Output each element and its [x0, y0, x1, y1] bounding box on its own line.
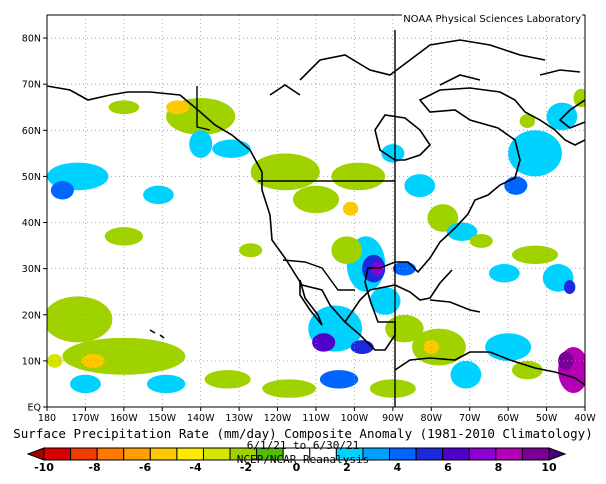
border-alaska-canada — [196, 86, 211, 131]
colorbar-label: -10 — [34, 461, 54, 474]
anomaly-region — [404, 174, 436, 198]
lon-tick-label: 120W — [264, 413, 292, 424]
anomaly-region — [381, 144, 405, 163]
anomaly-region — [331, 236, 363, 265]
anomaly-region — [146, 374, 186, 394]
anomaly-region — [392, 261, 416, 276]
anomaly-region — [262, 379, 316, 398]
lat-tick-label: 80N — [22, 34, 41, 45]
coastline-cuba — [429, 299, 481, 313]
anomaly-region — [488, 264, 520, 283]
lat-tick-label: 40N — [22, 218, 41, 229]
lat-tick-label: 10N — [22, 356, 41, 367]
anomaly-region — [239, 243, 263, 258]
anomaly-region — [427, 204, 459, 232]
border-us-mexico — [282, 259, 355, 291]
anomaly-region — [511, 360, 543, 380]
coastline-hawaii — [149, 329, 165, 339]
dataset-name: NCEP/NCAR Reanalysis — [236, 453, 370, 466]
lon-tick-label: 160W — [110, 413, 138, 424]
coastline-north-america — [47, 85, 585, 351]
colorbar-label: 2 — [343, 461, 351, 474]
anomaly-region — [412, 328, 466, 366]
anomaly-region — [558, 351, 574, 371]
lat-tick-label: 20N — [22, 310, 41, 321]
lat-tick-label: 60N — [22, 126, 41, 137]
lon-tick-label: 110W — [302, 413, 330, 424]
colorbar-label: -8 — [88, 461, 100, 474]
anomaly-region — [312, 333, 336, 352]
anomaly-region — [166, 100, 190, 115]
coastline-hudson-bay — [374, 114, 432, 161]
coastline-baja — [299, 279, 323, 326]
anomaly-region — [342, 201, 359, 216]
anomaly-region — [189, 130, 213, 158]
lon-tick-label: 140W — [187, 413, 215, 424]
colorbar-label: 8 — [495, 461, 503, 474]
colorbar-label: -4 — [189, 461, 202, 474]
colorbar-label: 4 — [394, 461, 402, 474]
anomaly-region — [50, 181, 74, 200]
lon-tick-label: 80W — [421, 413, 443, 424]
lat-tick-label: EQ — [28, 403, 41, 414]
anomaly-region — [511, 245, 559, 265]
lat-tick-label: 50N — [22, 172, 41, 183]
colorbar-label: 10 — [541, 461, 557, 474]
colorbar-label: -2 — [240, 461, 252, 474]
map-title: Surface Precipitation Rate (mm/day) Comp… — [13, 426, 593, 441]
anomaly-region — [204, 370, 251, 389]
lon-tick-label: 170W — [72, 413, 100, 424]
lon-tick-label: 60W — [497, 413, 519, 424]
anomaly-region — [81, 353, 105, 368]
lat-tick-label: 70N — [22, 80, 41, 91]
colorbar-high-arrow — [548, 447, 567, 461]
anomaly-region — [519, 114, 536, 128]
date-range: 6/1/21 to 6/30/21 — [246, 439, 360, 452]
lon-tick-label: 180 — [38, 413, 56, 424]
colorbar-label: 6 — [444, 461, 452, 474]
lon-tick-label: 40W — [574, 413, 596, 424]
coastline-greenland — [558, 99, 585, 129]
coastline-gulf-mexico — [344, 269, 453, 323]
anomaly-region — [143, 185, 174, 205]
anomaly-region — [563, 280, 576, 295]
coastline-arctic-islands — [269, 39, 581, 96]
anomaly-region — [104, 227, 144, 246]
lon-tick-label: 90W — [382, 413, 404, 424]
anomaly-region — [573, 88, 585, 108]
lon-tick-label: 130W — [225, 413, 253, 424]
colorbar-label: 0 — [293, 461, 301, 474]
lon-tick-label: 100W — [341, 413, 369, 424]
anomaly-region — [319, 370, 359, 389]
coastline-south-america — [394, 351, 585, 386]
anomaly-region — [331, 162, 386, 191]
anomaly-region — [469, 234, 493, 248]
anomaly-region — [450, 360, 482, 389]
colorbar-label: -6 — [139, 461, 152, 474]
anomaly-region — [47, 353, 63, 368]
lat-tick-label: 30N — [22, 264, 41, 275]
anomaly-region — [47, 296, 113, 343]
lon-tick-label: 150W — [149, 413, 177, 424]
anomaly-region — [369, 379, 416, 398]
credit-label: NOAA Physical Sciences Laboratory — [402, 14, 582, 25]
anomaly-region — [508, 130, 562, 177]
anomaly-region — [212, 139, 251, 158]
lon-tick-label: 50W — [536, 413, 558, 424]
lon-tick-label: 70W — [459, 413, 481, 424]
